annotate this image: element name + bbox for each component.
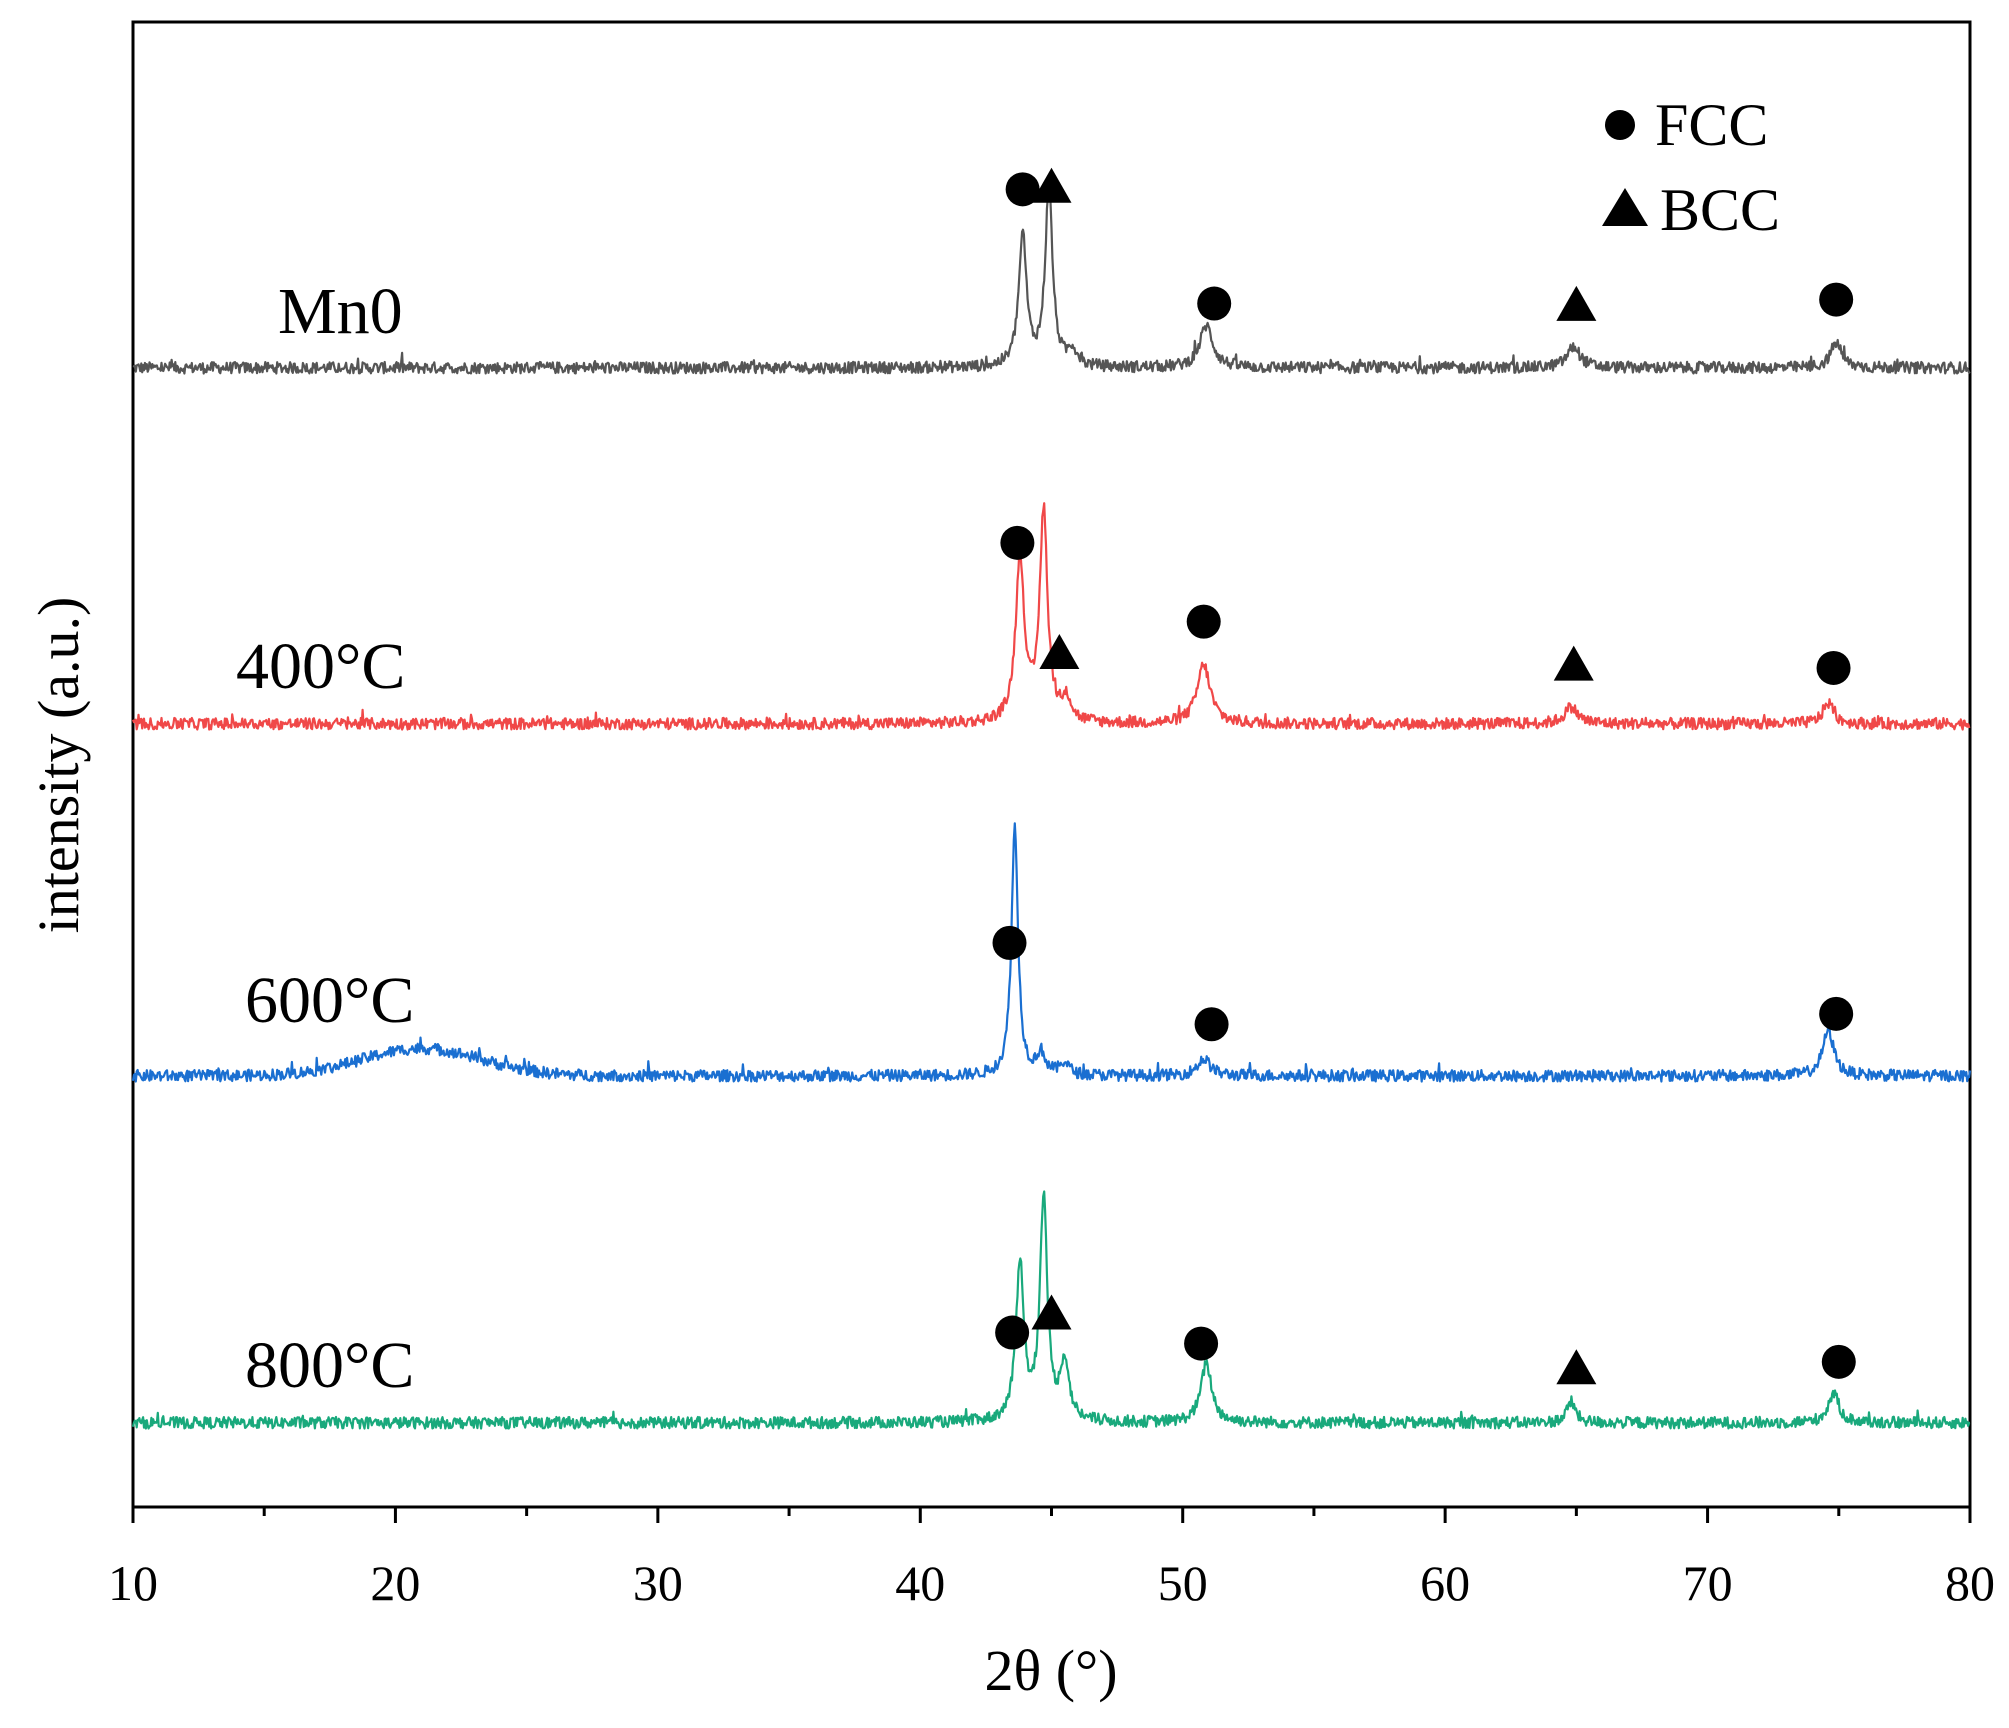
fcc-marker-0-2 xyxy=(1197,286,1232,321)
fcc-marker-0-0 xyxy=(1005,172,1040,207)
series-line-1 xyxy=(131,502,1971,731)
fcc-marker-0-4 xyxy=(1819,282,1854,317)
legend: FCC BCC xyxy=(1602,92,1780,243)
legend-fcc-label: FCC xyxy=(1655,92,1768,158)
bcc-marker-3-1 xyxy=(1031,1294,1072,1330)
series-label-layer: Mn0 400°C 600°C 800°C xyxy=(236,275,414,1402)
legend-bcc-marker xyxy=(1602,188,1648,226)
x-tick-label: 50 xyxy=(1158,1555,1208,1611)
phase-marker-layer xyxy=(992,167,1856,1385)
x-tick-label: 20 xyxy=(370,1555,420,1611)
fcc-marker-2-2 xyxy=(1819,996,1854,1031)
series-line-3 xyxy=(131,1190,1971,1430)
series-line-0 xyxy=(132,184,1971,375)
x-axis-label: 2θ (°) xyxy=(984,1638,1117,1703)
x-tick-label: 80 xyxy=(1945,1555,1995,1611)
series-label-3: 800°C xyxy=(245,1329,414,1402)
fcc-marker-3-2 xyxy=(1184,1326,1219,1361)
fcc-marker-3-0 xyxy=(995,1315,1030,1350)
series-layer xyxy=(131,184,1972,1430)
bcc-marker-1-3 xyxy=(1553,645,1594,681)
series-label-0: Mn0 xyxy=(278,275,403,348)
series-line-2 xyxy=(131,822,1972,1083)
x-tick-label: 10 xyxy=(108,1555,158,1611)
x-axis: 10 20 30 40 50 60 70 80 xyxy=(108,1507,1995,1611)
fcc-marker-3-4 xyxy=(1821,1344,1856,1379)
x-tick-label: 60 xyxy=(1420,1555,1470,1611)
bcc-marker-0-3 xyxy=(1556,285,1597,321)
series-label-2: 600°C xyxy=(245,964,414,1037)
series-label-1: 400°C xyxy=(236,630,405,703)
fcc-marker-1-2 xyxy=(1186,604,1221,639)
bcc-marker-1-1 xyxy=(1039,633,1080,669)
x-tick-label: 40 xyxy=(895,1555,945,1611)
fcc-marker-1-0 xyxy=(1000,525,1035,560)
y-axis-label: intensity (a.u.) xyxy=(26,597,91,934)
legend-fcc-marker xyxy=(1605,110,1635,140)
fcc-marker-1-4 xyxy=(1816,650,1851,685)
legend-bcc-label: BCC xyxy=(1660,177,1780,243)
x-tick-label: 70 xyxy=(1683,1555,1733,1611)
bcc-marker-0-1 xyxy=(1031,167,1072,203)
fcc-marker-2-0 xyxy=(992,925,1027,960)
bcc-marker-3-3 xyxy=(1556,1349,1597,1385)
fcc-marker-2-1 xyxy=(1194,1007,1229,1042)
x-tick-label: 30 xyxy=(633,1555,683,1611)
